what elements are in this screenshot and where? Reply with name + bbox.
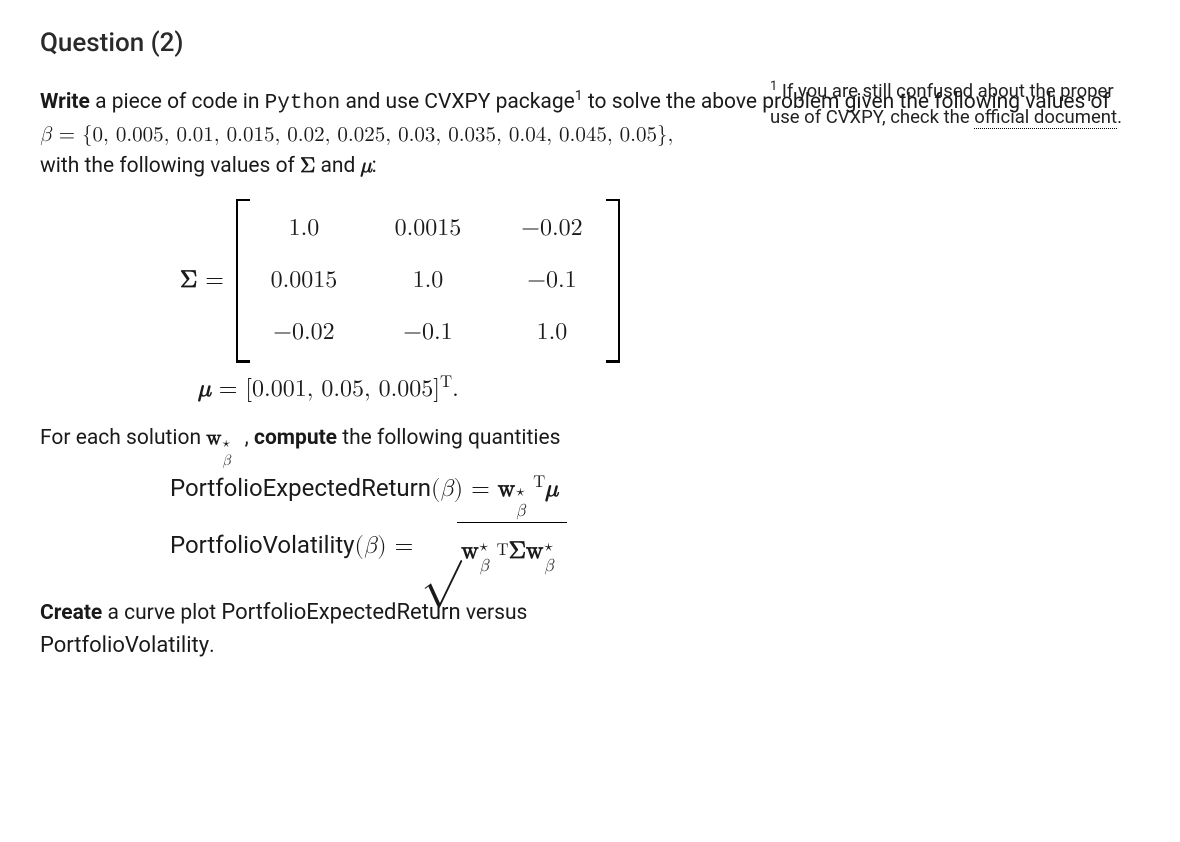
w-beta: β (222, 450, 230, 473)
mu-eq-vec: [0.001, 0.05, 0.005] (245, 377, 440, 401)
per-open: ( (431, 477, 440, 501)
per-close: ) (454, 477, 463, 501)
per-w: w (498, 477, 515, 501)
sigma-symbol: Σ (300, 156, 315, 177)
p1-text-a: a piece of code in (90, 90, 265, 114)
paragraph-2: with the following values of Σ and μ: (40, 151, 1140, 183)
beta-eq: = (52, 125, 82, 146)
per-eqsym: = (463, 477, 498, 501)
p4-a: a curve plot (102, 601, 221, 625)
mu-eq-T: T (440, 374, 452, 391)
compute-bold: compute (254, 426, 337, 450)
pv-sigma: Σ (509, 537, 526, 566)
matrix-wrap: Σ = 1.0 0.0015 −0.02 0.0015 1.0 −0.1 −0.… (180, 199, 620, 363)
pv-w1-beta: β (480, 557, 490, 578)
m-2-1: −0.1 (388, 318, 468, 347)
sigma-matrix-eq: Σ = 1.0 0.0015 −0.02 0.0015 1.0 −0.1 −0.… (180, 199, 1140, 404)
p2-and: and (315, 154, 360, 178)
m-0-1: 0.0015 (388, 214, 468, 243)
pv-eqsym: = (387, 534, 422, 558)
p3-b: , (239, 426, 254, 450)
beta-set: {0, 0.005, 0.01, 0.015, 0.02, 0.025, 0.0… (82, 125, 673, 146)
create-bold: Create (40, 601, 102, 625)
pv-w2-beta: β (544, 557, 554, 578)
pv-w2-star: ⋆ (544, 537, 552, 557)
paragraph-3: For each solution w⋆β , compute the foll… (40, 423, 1140, 455)
m-1-2: −0.1 (512, 266, 592, 295)
footnote-marker: 1 (575, 88, 583, 104)
p1-text-b: and use CVXPY package (340, 90, 575, 114)
footnote-ref-number: 1 (770, 79, 777, 94)
m-2-0: −0.02 (264, 318, 344, 347)
bracket-right (606, 199, 620, 363)
per-T: T (533, 474, 545, 491)
p4-dot: . (209, 634, 215, 658)
p4-pv: PortfolioVolatility (40, 633, 209, 658)
pv-w2: w (526, 537, 543, 566)
sqrt: √ w⋆βTΣw⋆β (421, 522, 567, 574)
pv-w1-star: ⋆ (480, 537, 488, 557)
sqrt-symbol: √ (421, 524, 461, 576)
footnote-text-b: . (1117, 106, 1122, 128)
per-mu: μ (545, 477, 558, 501)
pv-name: PortfolioVolatility (170, 531, 355, 559)
mu-eq-line: μ = [0.001, 0.05, 0.005]T. (198, 373, 1140, 404)
per-w-beta: β (516, 502, 526, 523)
paragraph-4: Create a curve plot PortfolioExpectedRet… (40, 596, 1140, 663)
main-column: Write a piece of code in Python and use … (40, 86, 1140, 663)
pv-T: T (497, 541, 509, 561)
sigma-lhs-eq: = (197, 268, 224, 292)
p4-versus: versus (461, 601, 528, 625)
m-0-2: −0.02 (512, 214, 592, 243)
write-bold: Write (40, 90, 90, 114)
p3-c: the following quantities (337, 426, 560, 450)
pv-eq: PortfolioVolatility(β) = √ w⋆βTΣw⋆β (170, 522, 1140, 574)
mu-eq-eq: = (211, 377, 246, 401)
mu-symbol: μ (361, 156, 372, 177)
code-python: Python (265, 92, 341, 115)
p4-per: PortfolioExpectedReturn (221, 600, 460, 625)
matrix-grid: 1.0 0.0015 −0.02 0.0015 1.0 −0.1 −0.02 −… (250, 199, 606, 363)
per-beta: β (440, 477, 453, 501)
beta-symbol: β (40, 125, 52, 146)
mu-eq-dot: . (452, 377, 459, 401)
bracket-left (236, 199, 250, 363)
m-1-0: 0.0015 (264, 266, 344, 295)
body: Write a piece of code in Python and use … (40, 86, 1140, 663)
sigma-lhs-sym: Σ (180, 268, 197, 292)
pv-close: ) (377, 534, 386, 558)
pv-beta: β (364, 534, 377, 558)
p2-colon: : (372, 154, 377, 178)
mu-eq-sym: μ (198, 377, 211, 401)
per-name: PortfolioExpectedReturn (170, 474, 431, 502)
sqrt-radicand: w⋆βTΣw⋆β (457, 522, 567, 574)
m-1-1: 1.0 (388, 266, 468, 295)
p2-a: with the following values of (40, 154, 300, 178)
w-sym: w (206, 428, 221, 449)
footnote: 1 If you are still confused about the pr… (770, 78, 1130, 131)
page: Question (2) 1 If you are still confused… (0, 0, 1180, 842)
question-heading: Question (2) (40, 28, 1140, 58)
per-eq: PortfolioExpectedReturn(β) = w⋆βTμ (170, 473, 1140, 504)
per-w-star: ⋆ (516, 482, 524, 502)
m-2-2: 1.0 (512, 318, 592, 347)
m-0-0: 1.0 (264, 214, 344, 243)
pv-open: ( (355, 534, 364, 558)
sigma-lhs: Σ = (180, 266, 224, 295)
pv-w1: w (461, 537, 478, 566)
p3-a: For each solution (40, 426, 206, 450)
footnote-link-official-document[interactable]: official document (974, 106, 1117, 129)
